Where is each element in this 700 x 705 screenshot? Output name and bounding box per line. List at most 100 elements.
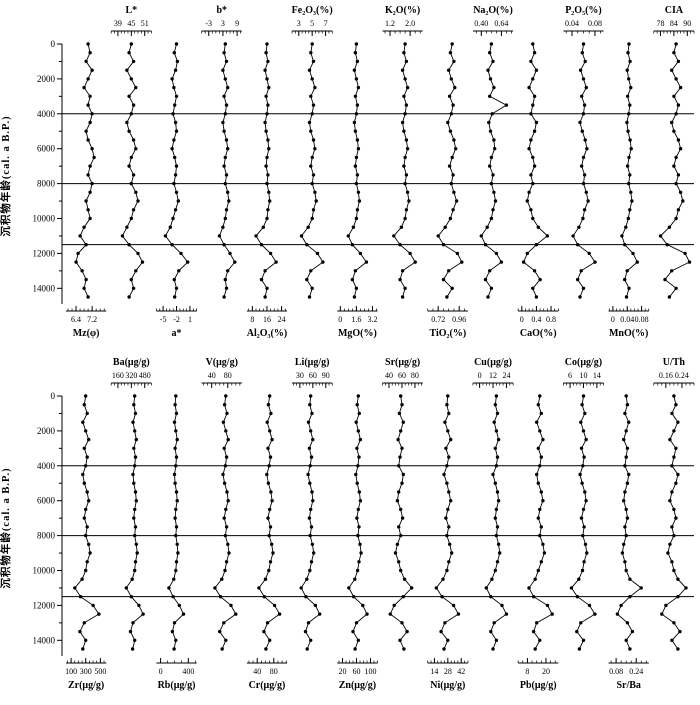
svg-text:0.08: 0.08 (588, 19, 602, 28)
data-point (272, 603, 277, 608)
data-point (628, 173, 632, 177)
data-point (504, 103, 509, 107)
data-point (270, 499, 274, 503)
svg-text:Li(μg/g): Li(μg/g) (295, 357, 330, 368)
svg-text:b*: b* (216, 5, 227, 16)
data-point (274, 260, 278, 264)
data-point (263, 295, 267, 299)
data-point (358, 437, 363, 442)
data-point (624, 638, 628, 642)
data-point (629, 147, 633, 151)
svg-text:0: 0 (520, 315, 524, 324)
data-point (129, 112, 133, 116)
data-point (132, 516, 136, 520)
data-point (120, 234, 125, 238)
data-point (132, 446, 136, 450)
data-point (581, 464, 585, 468)
svg-text:0: 0 (611, 315, 615, 324)
data-point (177, 269, 181, 273)
data-point (308, 533, 312, 538)
svg-text:8: 8 (250, 315, 254, 324)
data-point (440, 595, 444, 599)
svg-text:8: 8 (525, 667, 529, 676)
data-point (492, 190, 496, 194)
data-point (307, 120, 312, 125)
data-point (125, 68, 129, 72)
data-point (91, 603, 95, 608)
svg-text:Sr/Ba: Sr/Ba (616, 680, 640, 691)
data-point (223, 216, 227, 221)
data-point (220, 577, 224, 581)
data-point (622, 437, 626, 442)
data-point (447, 490, 451, 494)
data-point (670, 560, 674, 564)
data-point (311, 138, 316, 142)
data-point (217, 234, 222, 238)
data-point (225, 490, 229, 494)
data-point (310, 286, 314, 290)
profile-line (621, 43, 638, 298)
data-point (355, 568, 360, 573)
data-point (265, 216, 269, 221)
data-point (223, 568, 227, 573)
data-point (628, 103, 632, 107)
data-point (405, 85, 410, 90)
data-point (127, 94, 131, 99)
data-point (441, 277, 446, 282)
data-point (626, 216, 630, 221)
svg-text:0.4: 0.4 (531, 315, 541, 324)
data-point (583, 490, 587, 494)
data-point (627, 181, 631, 186)
data-point (538, 464, 542, 468)
data-point (84, 533, 88, 538)
data-point (445, 533, 449, 538)
data-point (90, 112, 94, 116)
data-point (310, 112, 314, 116)
data-point (535, 621, 539, 625)
data-point (538, 277, 542, 282)
svg-text:10000: 10000 (33, 213, 56, 223)
data-point (352, 68, 357, 72)
data-point (259, 243, 264, 247)
data-point (356, 85, 361, 90)
data-point (310, 490, 314, 494)
data-point (625, 446, 630, 450)
data-point (174, 164, 179, 168)
data-point (494, 533, 499, 538)
data-point (580, 94, 584, 99)
data-point (226, 190, 230, 194)
profile-line (300, 395, 321, 650)
data-point (499, 260, 504, 264)
data-point (531, 77, 535, 81)
data-point (672, 455, 676, 459)
data-point (81, 647, 85, 651)
data-point (133, 394, 137, 398)
data-point (582, 560, 586, 564)
data-point (536, 403, 540, 407)
data-point (354, 181, 359, 186)
data-point (309, 394, 313, 398)
data-point (628, 595, 632, 599)
data-point (534, 295, 539, 299)
data-point (402, 94, 406, 99)
profile-line (437, 43, 463, 298)
data-point (628, 577, 632, 581)
svg-text:60: 60 (309, 371, 317, 380)
data-point (224, 429, 228, 433)
data-point (134, 147, 138, 151)
data-point (88, 94, 92, 99)
data-point (310, 216, 314, 221)
data-point (403, 112, 407, 116)
data-point (131, 621, 135, 625)
data-point (226, 147, 230, 151)
svg-text:14000: 14000 (33, 635, 56, 645)
svg-text:Cr(μg/g): Cr(μg/g) (249, 680, 286, 691)
svg-text:80: 80 (270, 667, 278, 676)
svg-text:0: 0 (478, 371, 482, 380)
data-point (450, 286, 454, 290)
panel-Co(μg/g): 6 10 14 Co(μg/g) (563, 357, 604, 651)
data-point (403, 286, 407, 290)
data-point (449, 499, 453, 503)
data-point (354, 112, 359, 116)
